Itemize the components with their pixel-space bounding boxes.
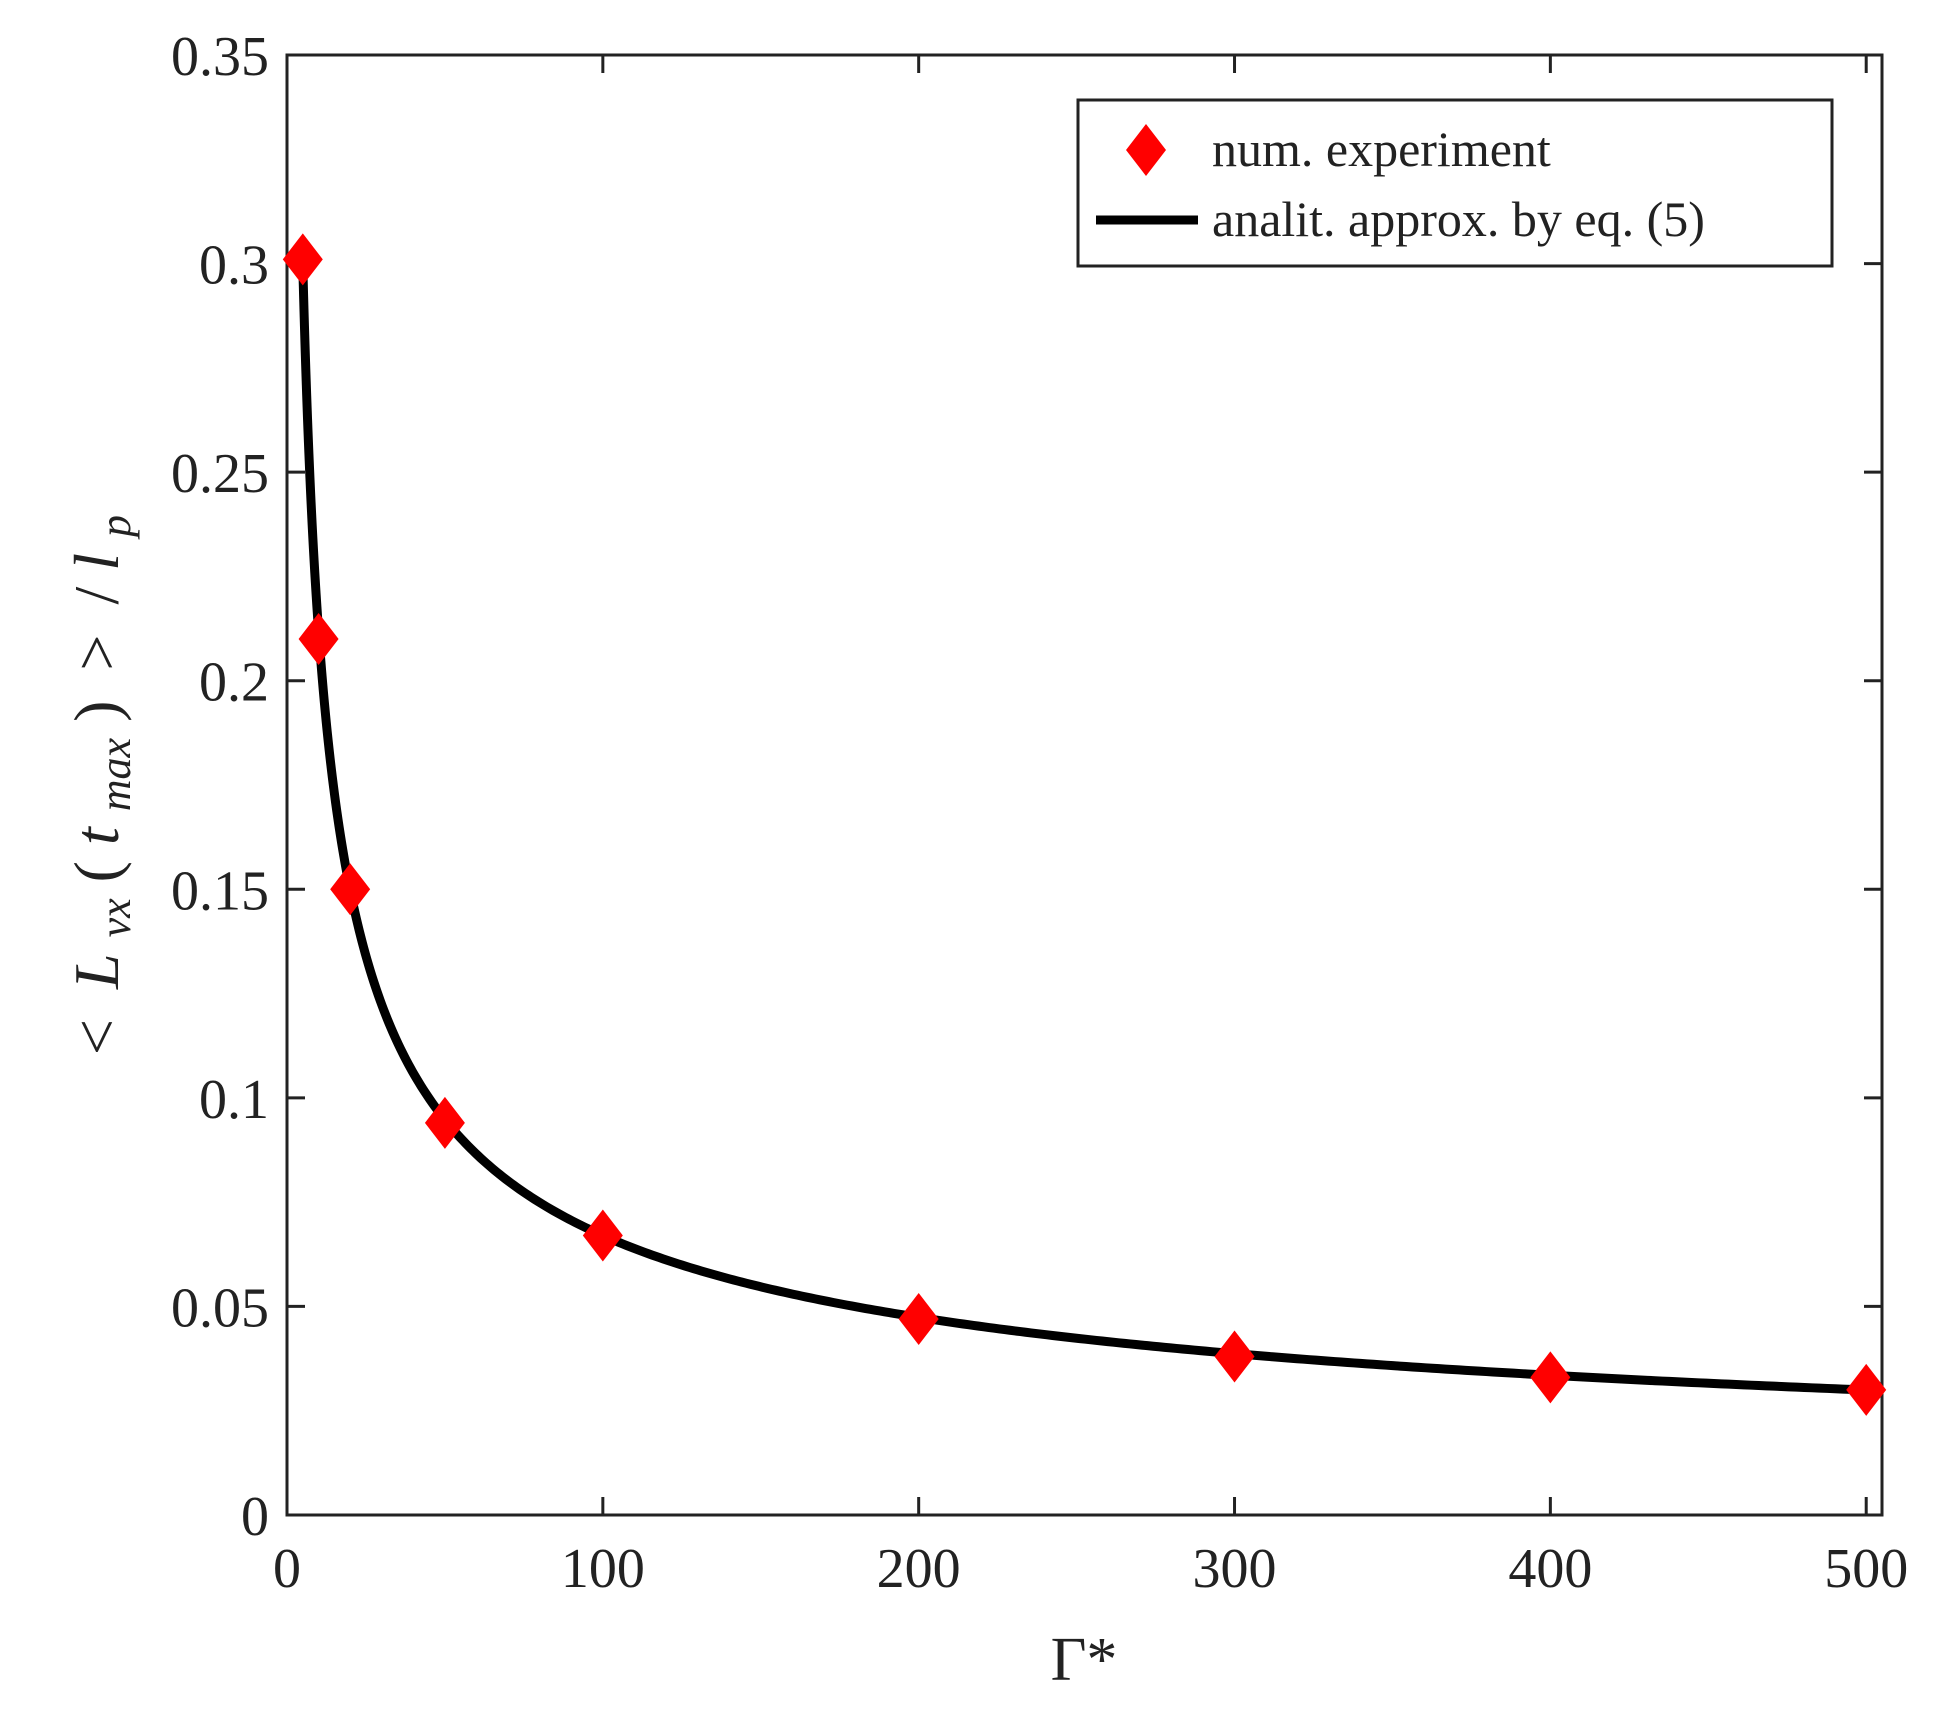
x-tick-label: 400 (1508, 1538, 1592, 1600)
x-tick-label: 200 (877, 1538, 961, 1600)
data-point-diamond (1530, 1351, 1571, 1404)
y-tick-label: 0.1 (199, 1069, 269, 1131)
y-axis-title-l: l (61, 553, 132, 571)
y-tick-label: 0.2 (199, 652, 269, 714)
legend-marker-diamond (1126, 124, 1166, 176)
data-point-diamond (898, 1292, 939, 1345)
data-point-diamond (1846, 1363, 1887, 1416)
y-axis-title-p: p (91, 515, 140, 540)
y-axis-title-slash: / (61, 587, 132, 605)
x-axis-title: Γ* (1051, 1626, 1118, 1694)
x-tick-label: 0 (273, 1538, 301, 1600)
x-tick-label: 100 (561, 1538, 645, 1600)
legend: num. experiment analit. approx. by eq. (… (1076, 98, 1834, 268)
y-tick-label: 0.15 (171, 860, 269, 922)
data-point-diamond (1214, 1330, 1255, 1383)
data-point-diamond (424, 1096, 465, 1149)
y-tick-label: 0.3 (199, 235, 269, 297)
y-axis-title-lt: < (61, 1019, 132, 1055)
y-axis-title-t: t (61, 825, 132, 845)
legend-box (1076, 98, 1834, 268)
x-tick-label: 500 (1824, 1538, 1908, 1600)
y-axis-title: < L vx ( t max ) > / l p (61, 515, 144, 1055)
series-markers-num-experiment (282, 233, 1887, 1416)
y-axis-title-gt: > (61, 635, 132, 671)
x-axis-ticks: 0 100 200 300 400 500 (273, 55, 1908, 1600)
y-tick-label: 0 (241, 1486, 269, 1548)
y-tick-label: 0.05 (171, 1277, 269, 1339)
data-point-diamond (582, 1209, 623, 1262)
legend-label-analit-approx: analit. approx. by eq. (5) (1212, 191, 1705, 247)
plot-area-frame (285, 53, 1884, 1517)
y-axis-title-vx: vx (91, 898, 140, 938)
data-point-diamond (282, 233, 323, 286)
y-axis-title-max: max (91, 737, 140, 811)
data-point-diamond (330, 863, 371, 916)
y-axis-title-L: L (61, 953, 132, 990)
y-axis-title-paren-close: ) (61, 701, 132, 722)
y-axis-ticks: 0 0.05 0.1 0.15 0.2 0.25 0.3 0.35 (171, 26, 1882, 1548)
y-axis-title-paren-open: ( (61, 861, 132, 882)
y-tick-label: 0.25 (171, 443, 269, 505)
x-tick-label: 300 (1193, 1538, 1277, 1600)
legend-label-num-experiment: num. experiment (1212, 121, 1551, 177)
data-point-diamond (298, 613, 339, 665)
y-tick-label: 0.35 (171, 26, 269, 88)
